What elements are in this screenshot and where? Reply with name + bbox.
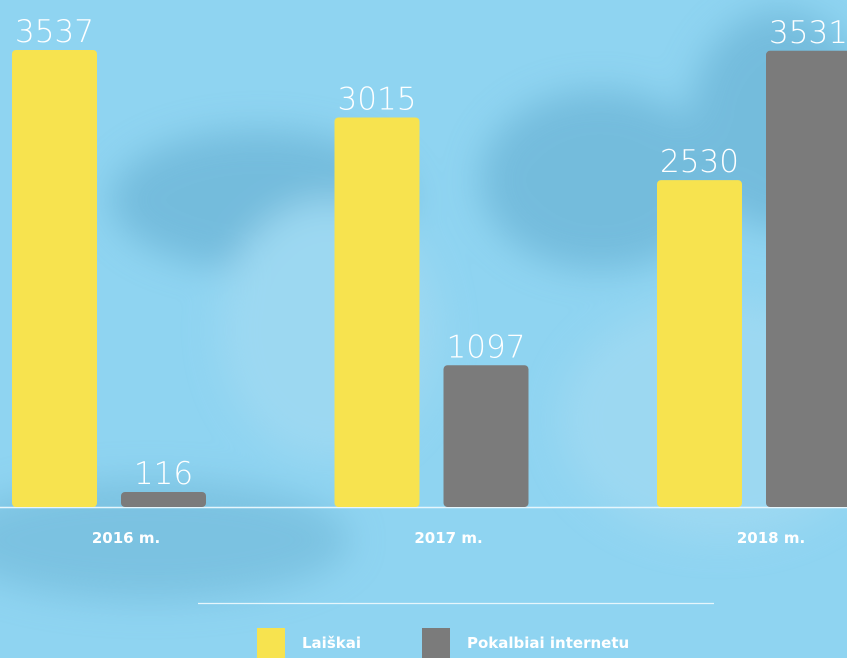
x-tick-label: 2018 m.	[737, 529, 805, 547]
value-label: 3537	[15, 14, 94, 50]
legend: Laiškai Pokalbiai internetu	[257, 628, 629, 658]
value-label: 1097	[447, 329, 526, 365]
value-label: 2530	[660, 144, 739, 180]
legend-swatch	[422, 628, 450, 658]
value-label: 3531	[769, 15, 847, 51]
value-label: 116	[134, 456, 193, 492]
bar	[766, 50, 847, 507]
x-tick-label: 2016 m.	[92, 529, 160, 547]
x-tick-label: 2017 m.	[414, 529, 482, 547]
legend-swatch	[257, 628, 285, 658]
bar	[121, 492, 206, 507]
value-label: 3015	[338, 81, 417, 117]
legend-label: Pokalbiai internetu	[467, 634, 629, 652]
bar	[657, 180, 742, 507]
legend-label: Laiškai	[302, 634, 361, 652]
bar	[443, 365, 529, 507]
bar	[12, 50, 97, 507]
bar	[334, 117, 420, 508]
